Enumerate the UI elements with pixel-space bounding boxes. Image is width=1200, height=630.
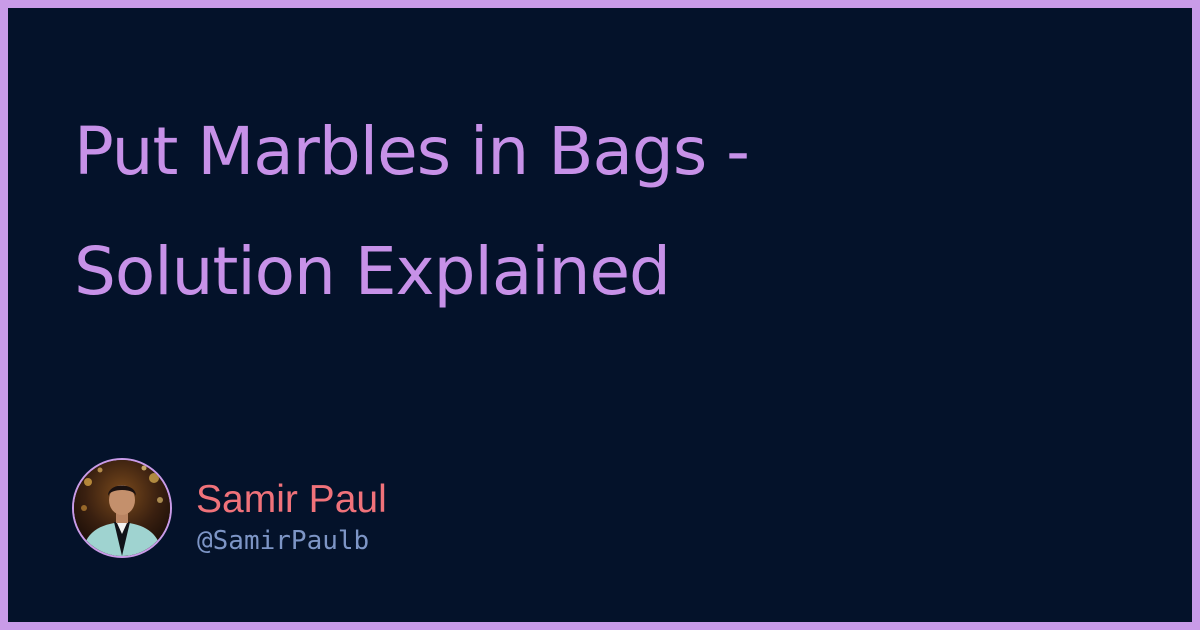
author-handle: @SamirPaulb (197, 526, 370, 556)
author-photo-icon (74, 460, 170, 556)
author-name: Samir Paul (196, 478, 387, 521)
post-title-line-2: Solution Explained (74, 233, 671, 310)
post-title: Put Marbles in Bags - Solution Explained (74, 92, 1074, 332)
post-title-line-1: Put Marbles in Bags - (74, 113, 750, 190)
social-card: Put Marbles in Bags - Solution Explained (8, 8, 1192, 622)
author-avatar (72, 458, 172, 558)
